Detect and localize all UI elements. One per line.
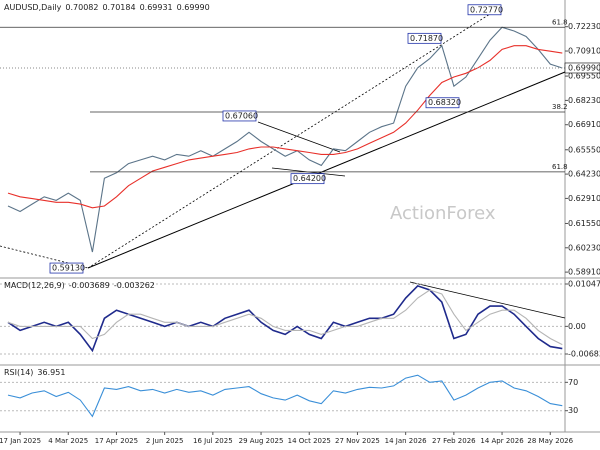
y-tick-label: 0.010473 (568, 279, 600, 288)
y-tick-label: 0.68230 (568, 96, 600, 105)
series-line (7, 45, 563, 209)
y-tick-label: 0.58910 (568, 268, 600, 277)
indicator-reading: -0.003689 (69, 281, 110, 290)
indicator-header: MACD(12,26,9) -0.003689 -0.003262 (4, 281, 155, 290)
x-tick-label: 17 Apr 2025 (95, 437, 138, 445)
annotation-label: 0.71870 (410, 34, 443, 43)
header: AUDUSD,Daily 0.70082 0.70184 0.69931 0.69990 (4, 3, 210, 12)
x-tick-label: 29 Aug 2025 (239, 437, 284, 445)
trendline (0, 245, 89, 269)
ohlc-value: 0.70184 (102, 3, 135, 12)
trendline (87, 13, 491, 269)
y-tick-label: -0.006835 (568, 350, 600, 359)
series-line (7, 289, 563, 346)
y-tick-label: 0.64230 (568, 170, 600, 179)
annotation-box (222, 110, 257, 122)
y-tick-label: 0.65550 (568, 145, 600, 154)
annotation-box (290, 173, 325, 185)
trendline (409, 281, 566, 319)
x-tick-label: 17 Jan 2025 (0, 437, 41, 445)
ohlc-value: 0.69931 (140, 3, 173, 12)
ohlc-value: 0.70082 (65, 3, 98, 12)
x-tick-label: 27 Nov 2025 (335, 437, 380, 445)
last-price-label: 0.69990 (568, 63, 600, 72)
annotation-label: 0.68320 (428, 98, 461, 107)
series-line (7, 374, 563, 418)
annotation-label: 0.64200 (293, 174, 326, 183)
y-tick-label: 70 (568, 378, 578, 387)
y-tick-label: 0.66910 (568, 120, 600, 129)
trendline (257, 121, 341, 153)
annotation-label: 0.59130 (52, 264, 85, 273)
indicator-reading: 36.951 (37, 368, 65, 377)
x-tick-label: 14 Apr 2026 (480, 437, 524, 445)
fib-label: 61.8 (552, 18, 568, 26)
annotation-box (467, 4, 502, 16)
watermark: ActionForex (390, 203, 496, 224)
trendlines (0, 13, 566, 319)
fib-label: 61.8 (552, 163, 568, 171)
indicator-name: RSI(14) (4, 368, 33, 377)
y-tick-label: 0.61550 (568, 219, 600, 228)
trendline (87, 71, 566, 269)
annotation-label: 0.72770 (470, 5, 503, 14)
y-tick-label: 0.69550 (568, 72, 600, 81)
x-tick-label: 4 Mar 2025 (48, 437, 88, 445)
x-tick-label: 16 Jul 2025 (193, 437, 233, 445)
annotation-box (49, 262, 84, 274)
last-price-tag (564, 62, 600, 74)
annotation-box (407, 32, 442, 44)
x-tick-label: 28 May 2026 (527, 437, 573, 445)
indicator-reading: -0.003262 (114, 281, 155, 290)
x-tick-label: 27 Feb 2026 (432, 437, 476, 445)
y-tick-label: 0.60230 (568, 243, 600, 252)
indicator-name: MACD(12,26,9) (4, 281, 65, 290)
y-tick-label: 0.62910 (568, 194, 600, 203)
indicator-header: RSI(14) 36.951 (4, 368, 65, 377)
x-tick-label: 14 Jan 2026 (385, 437, 428, 445)
y-tick-label: 0.00 (568, 322, 586, 331)
fib-label: 38.2 (552, 103, 568, 111)
x-tick-label: 14 Oct 2025 (288, 437, 331, 445)
x-tick-label: 2 Jun 2025 (146, 437, 184, 445)
annotation-label: 0.67060 (225, 111, 258, 120)
annotation-box (425, 97, 460, 109)
y-tick-label: 30 (568, 406, 578, 415)
ohlc-value: 0.69990 (177, 3, 210, 12)
y-tick-label: 0.70910 (568, 47, 600, 56)
y-tick-label: 0.72230 (568, 22, 600, 31)
symbol: AUDUSD,Daily (4, 3, 62, 12)
